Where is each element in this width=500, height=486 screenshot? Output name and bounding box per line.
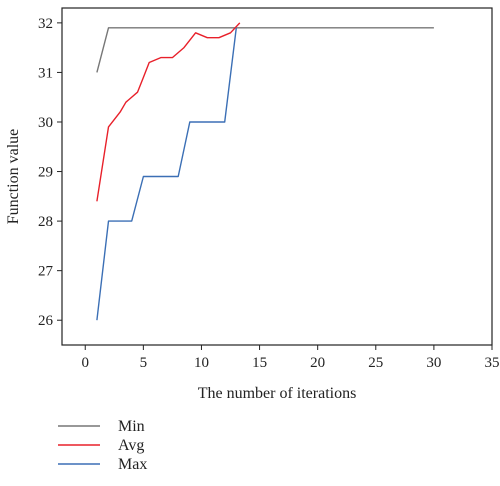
y-tick-label: 29 [38,165,53,181]
axes-frame [61,7,493,346]
x-tick-label: 5 [140,355,148,371]
y-tick-label: 30 [38,115,53,131]
x-tick-label: 10 [194,355,209,371]
legend-label-avg: Avg [118,437,144,454]
y-axis-ticks: 26 27 28 29 30 31 32 [38,16,62,329]
x-tick-label: 25 [368,355,383,371]
series-lines [96,22,434,321]
plot-border [61,7,493,346]
x-tick-label: 15 [252,355,267,371]
legend-label-min: Min [118,418,145,435]
x-tick-label: 20 [310,355,325,371]
series-line-max [96,27,237,321]
x-tick-label: 0 [81,355,89,371]
x-axis-label: The number of iterations [198,385,357,402]
y-tick-label: 31 [38,65,53,81]
legend: Min Avg Max [58,418,147,473]
y-tick-label: 27 [38,264,54,280]
y-tick-label: 32 [38,16,53,32]
series-line-avg [96,22,241,202]
y-axis-label: Function value [5,129,22,225]
series-line-min [96,27,434,73]
y-tick-label: 28 [38,214,53,230]
legend-label-max: Max [118,456,147,473]
x-axis-ticks: 0 5 10 15 20 25 30 35 [81,345,500,371]
x-tick-label: 35 [485,355,500,371]
x-tick-label: 30 [426,355,441,371]
y-tick-label: 26 [38,313,54,329]
